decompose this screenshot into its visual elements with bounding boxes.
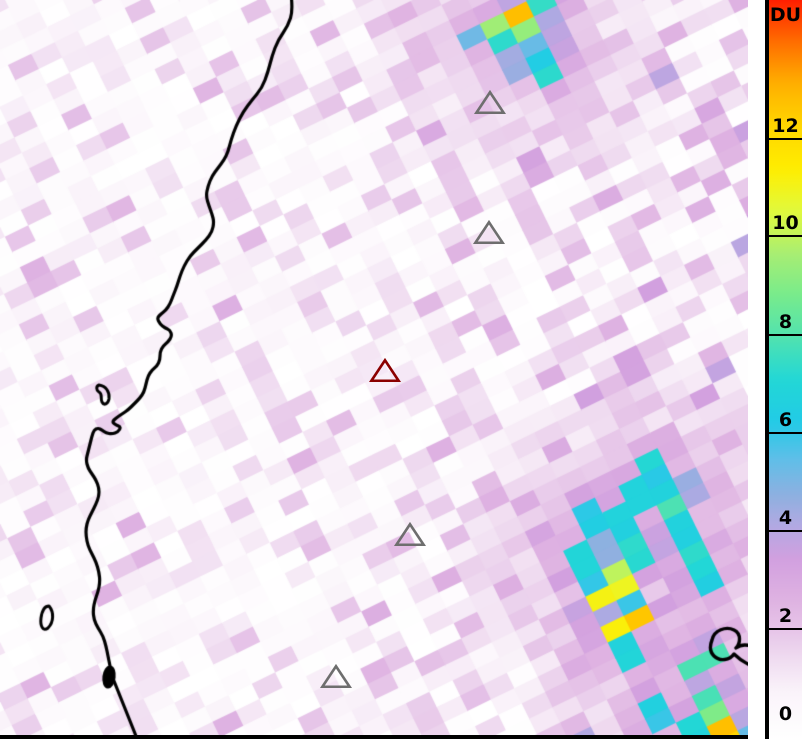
colorbar-title: DU: [769, 4, 802, 26]
colorbar-tick-label-8: 8: [778, 311, 793, 333]
colorbar-bar: DU 12 10 8 6 4 2 0: [765, 0, 802, 739]
colorbar-tick-10: [767, 235, 802, 237]
triangle-icon: [368, 357, 402, 383]
colorbar-tick-label-0: 0: [778, 703, 793, 725]
colorbar-tick-label-4: 4: [778, 507, 793, 529]
colorbar-tick-label-10: 10: [772, 212, 799, 234]
map-bottom-border: [0, 735, 748, 739]
colorbar-tick-12: [767, 138, 802, 140]
colorbar-gradient: [767, 0, 802, 739]
triangle-icon: [319, 663, 353, 689]
colorbar: DU 12 10 8 6 4 2 0: [748, 0, 802, 739]
colorbar-tick-6: [767, 432, 802, 434]
colorbar-tick-label-12: 12: [772, 115, 799, 137]
colorbar-tick-2: [767, 628, 802, 630]
colorbar-tick-4: [767, 530, 802, 532]
map-panel[interactable]: [0, 0, 748, 739]
triangle-icon: [472, 219, 506, 245]
triangle-icon: [393, 521, 427, 547]
colorbar-tick-label-6: 6: [778, 409, 793, 431]
triangle-icon: [473, 89, 507, 115]
coastline-overlay: [0, 0, 748, 739]
colorbar-tick-label-2: 2: [778, 605, 793, 627]
colorbar-tick-8: [767, 334, 802, 336]
